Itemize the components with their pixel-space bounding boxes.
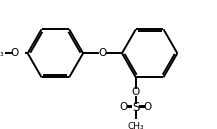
Text: CH₃: CH₃ [128,122,144,129]
Text: O: O [10,48,18,58]
Text: O: O [120,102,128,112]
Text: S: S [132,101,140,114]
Text: CH₃: CH₃ [0,49,5,58]
Text: O: O [98,48,107,58]
Text: O: O [144,102,152,112]
Text: O: O [132,87,140,97]
